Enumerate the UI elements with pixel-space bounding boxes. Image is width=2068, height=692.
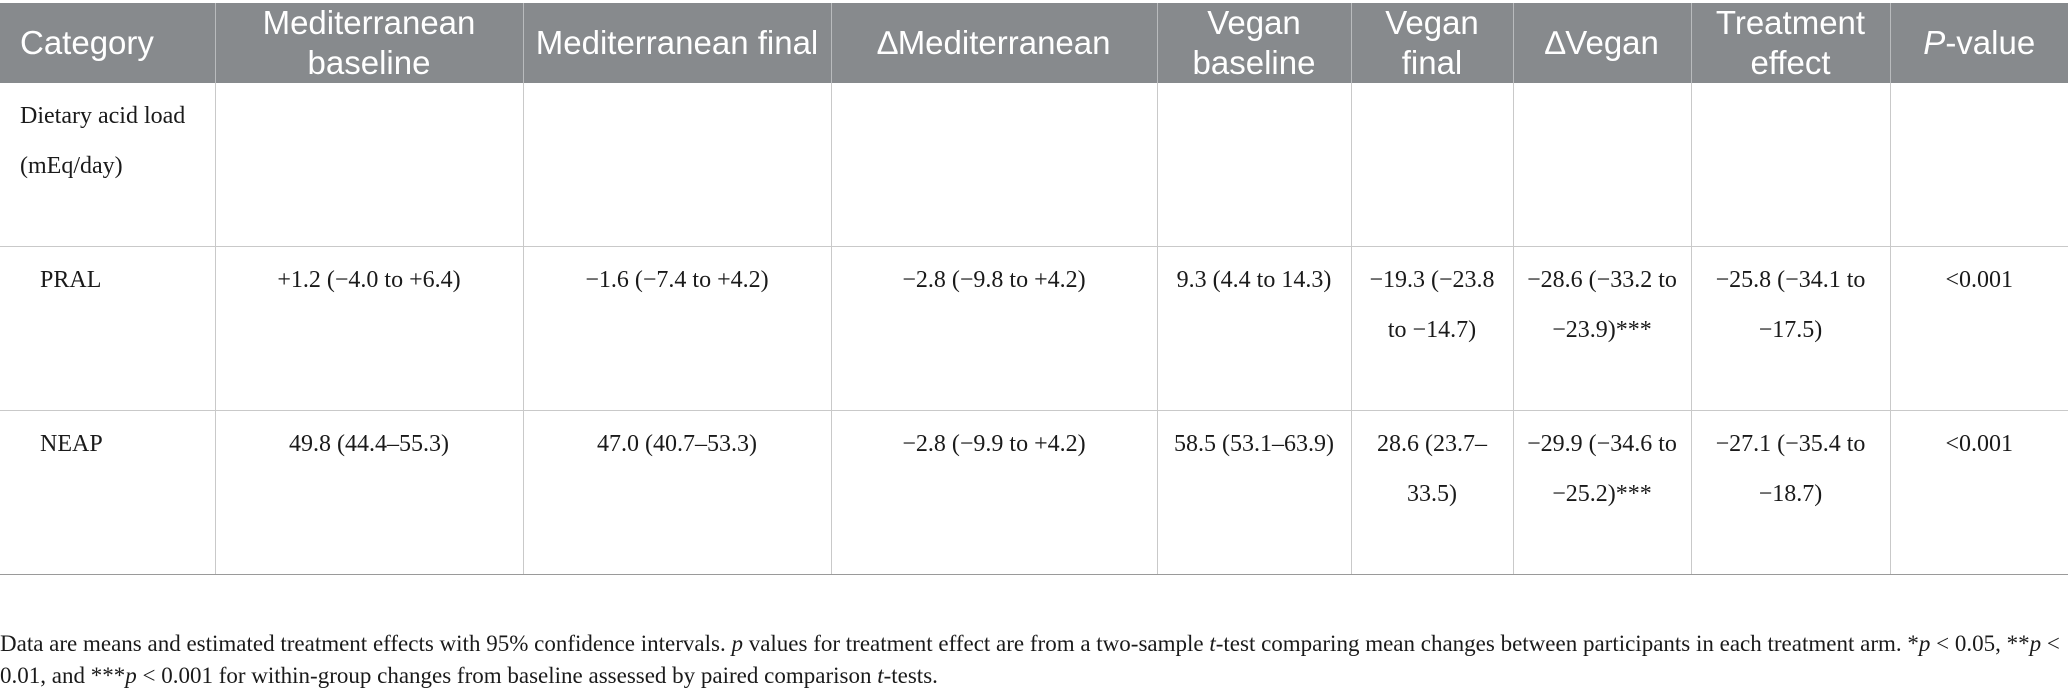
footnote-segment: < 0.01, and *** xyxy=(0,631,2060,688)
footnote-italic: t xyxy=(877,663,884,688)
row-category: NEAP xyxy=(0,410,215,575)
cell-vegan-final: −19.3 (−23.8 to −14.7) xyxy=(1350,246,1513,411)
section-row: Dietary acid load (mEq/day) xyxy=(0,83,2068,247)
table-cell xyxy=(830,83,1157,247)
cell-delta-vegan: −28.6 (−33.2 to −23.9)*** xyxy=(1512,246,1691,411)
footnote-italic: p xyxy=(125,663,137,688)
header-mediterranean-baseline: Mediterranean baseline xyxy=(214,3,523,83)
footnote-segment: values for treatment effect are from a t… xyxy=(742,631,1210,656)
data-table: Category Mediterranean baseline Mediterr… xyxy=(0,3,2068,575)
cell-delta-vegan: −29.9 (−34.6 to −25.2)*** xyxy=(1512,410,1691,575)
cell-treatment-effect: −27.1 (−35.4 to −18.7) xyxy=(1690,410,1890,575)
table-row: PRAL +1.2 (−4.0 to +6.4) −1.6 (−7.4 to +… xyxy=(0,246,2068,411)
cell-delta-mediterranean: −2.8 (−9.8 to +4.2) xyxy=(830,246,1157,411)
footnote-segment: -test comparing mean changes between par… xyxy=(1215,631,1919,656)
cell-p-value: <0.001 xyxy=(1889,410,2068,575)
header-p-value-rest: -value xyxy=(1945,24,2036,61)
table-cell xyxy=(1512,83,1691,247)
table-cell xyxy=(1690,83,1890,247)
table-footnote: Data are means and estimated treatment e… xyxy=(0,628,2060,692)
cell-p-value: <0.001 xyxy=(1889,246,2068,411)
table-cell xyxy=(522,83,831,247)
footnote-segment: -tests. xyxy=(883,663,938,688)
header-delta-mediterranean: ∆Mediterranean xyxy=(830,3,1157,83)
header-vegan-baseline: Vegan baseline xyxy=(1156,3,1351,83)
table-row: NEAP 49.8 (44.4–55.3) 47.0 (40.7–53.3) −… xyxy=(0,410,2068,575)
cell-treatment-effect: −25.8 (−34.1 to −17.5) xyxy=(1690,246,1890,411)
cell-mediterranean-baseline: +1.2 (−4.0 to +6.4) xyxy=(214,246,523,411)
header-row: Category Mediterranean baseline Mediterr… xyxy=(0,3,2068,83)
table-cell xyxy=(214,83,523,247)
header-mediterranean-final: Mediterranean final xyxy=(522,3,831,83)
footnote-text: Data are means and estimated treatment e… xyxy=(0,628,2060,692)
footnote-italic: p xyxy=(1918,631,1931,656)
cell-mediterranean-final: −1.6 (−7.4 to +4.2) xyxy=(522,246,831,411)
cell-vegan-baseline: 9.3 (4.4 to 14.3) xyxy=(1156,246,1351,411)
row-category: PRAL xyxy=(0,246,215,411)
cell-mediterranean-baseline: 49.8 (44.4–55.3) xyxy=(214,410,523,575)
table-cell xyxy=(1889,83,2068,247)
footnote-italic: t xyxy=(1209,631,1216,656)
footnote-segment: Data are means and estimated treatment e… xyxy=(0,631,732,656)
header-p-value-italic: P xyxy=(1923,24,1946,61)
footnote-italic: p xyxy=(2029,631,2042,656)
header-vegan-final: Vegan final xyxy=(1350,3,1513,83)
footnote-segment: < 0.001 for within-group changes from ba… xyxy=(136,663,878,688)
table-cell xyxy=(1350,83,1513,247)
footnote-segment: < 0.05, ** xyxy=(1930,631,2030,656)
header-treatment-effect: Treatment effect xyxy=(1690,3,1890,83)
section-label: Dietary acid load (mEq/day) xyxy=(0,83,215,247)
table-cell xyxy=(1156,83,1351,247)
header-category: Category xyxy=(0,3,215,83)
cell-mediterranean-final: 47.0 (40.7–53.3) xyxy=(522,410,831,575)
cell-vegan-final: 28.6 (23.7–33.5) xyxy=(1350,410,1513,575)
table-body: Dietary acid load (mEq/day) PRAL +1.2 (−… xyxy=(0,83,2068,575)
header-delta-vegan: ∆Vegan xyxy=(1512,3,1691,83)
cell-delta-mediterranean: −2.8 (−9.9 to +4.2) xyxy=(830,410,1157,575)
header-p-value: P-value xyxy=(1889,3,2068,83)
footnote-italic: p xyxy=(731,631,743,656)
table-header: Category Mediterranean baseline Mediterr… xyxy=(0,3,2068,83)
cell-vegan-baseline: 58.5 (53.1–63.9) xyxy=(1156,410,1351,575)
